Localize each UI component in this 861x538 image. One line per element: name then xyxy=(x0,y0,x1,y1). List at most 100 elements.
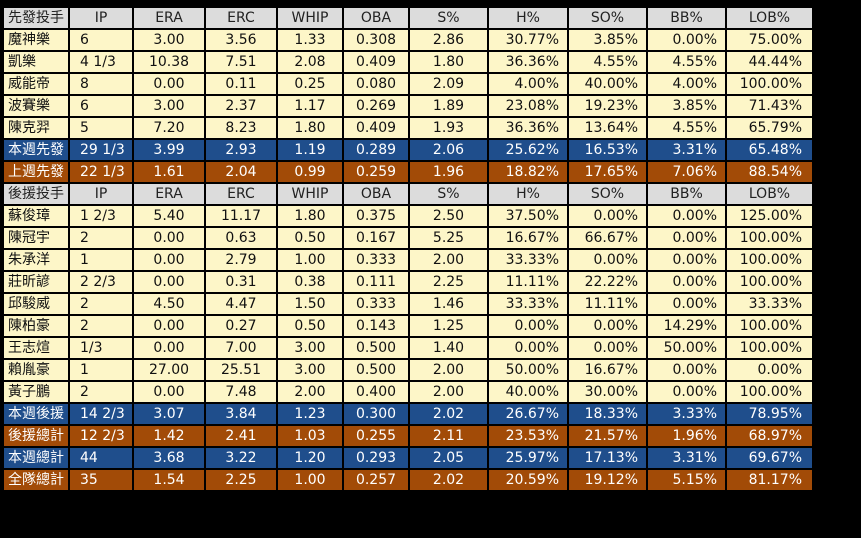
cell-lob-pct: 44.44% xyxy=(727,52,812,72)
cell-era: 0.00 xyxy=(134,250,204,270)
relievers-season-total-row: 後援總計 12 2/3 1.42 2.41 1.03 0.255 2.11 23.53% 21.… xyxy=(4,426,812,446)
cell-era: 0.00 xyxy=(134,74,204,94)
cell-so-pct: 13.64% xyxy=(569,118,646,138)
total-label: 本週後援 xyxy=(4,404,68,424)
cell-era: 10.38 xyxy=(134,52,204,72)
cell-era: 1.54 xyxy=(134,470,204,490)
cell-lob-pct: 69.67% xyxy=(727,448,812,468)
cell-erc: 0.27 xyxy=(206,316,276,336)
cell-s-pct: 2.11 xyxy=(410,426,487,446)
total-label: 全隊總計 xyxy=(4,470,68,490)
cell-era: 4.50 xyxy=(134,294,204,314)
cell-oba: 0.080 xyxy=(344,74,408,94)
cell-era: 3.68 xyxy=(134,448,204,468)
cell-oba: 0.500 xyxy=(344,360,408,380)
cell-s-pct: 1.40 xyxy=(410,338,487,358)
column-header-so-pct: SO% xyxy=(569,184,646,204)
column-header-h-pct: H% xyxy=(489,184,567,204)
column-header-oba: OBA xyxy=(344,8,408,28)
cell-lob-pct: 71.43% xyxy=(727,96,812,116)
reliever-row: 黃子鵬 2 0.00 7.48 2.00 0.400 2.00 40.00% 30.00% 0.0… xyxy=(4,382,812,402)
starter-row: 凱樂 4 1/3 10.38 7.51 2.08 0.409 1.80 36.36% 4.55%… xyxy=(4,52,812,72)
cell-erc: 25.51 xyxy=(206,360,276,380)
cell-so-pct: 19.23% xyxy=(569,96,646,116)
cell-lob-pct: 100.00% xyxy=(727,74,812,94)
cell-oba: 0.293 xyxy=(344,448,408,468)
cell-erc: 2.37 xyxy=(206,96,276,116)
cell-s-pct: 1.25 xyxy=(410,316,487,336)
cell-erc: 2.41 xyxy=(206,426,276,446)
cell-h-pct: 11.11% xyxy=(489,272,567,292)
column-header-lob-pct: LOB% xyxy=(727,8,812,28)
cell-era: 1.61 xyxy=(134,162,204,182)
reliever-row: 賴胤豪 1 27.00 25.51 3.00 0.500 2.00 50.00% 16.67% 0… xyxy=(4,360,812,380)
cell-bb-pct: 4.55% xyxy=(648,52,725,72)
cell-oba: 0.143 xyxy=(344,316,408,336)
total-label: 本週總計 xyxy=(4,448,68,468)
cell-lob-pct: 88.54% xyxy=(727,162,812,182)
week-total-row: 本週總計 44 3.68 3.22 1.20 0.293 2.05 25.97% 17.13% 3… xyxy=(4,448,812,468)
cell-ip: 1 xyxy=(70,250,132,270)
cell-erc: 2.93 xyxy=(206,140,276,160)
cell-era: 7.20 xyxy=(134,118,204,138)
cell-h-pct: 30.77% xyxy=(489,30,567,50)
cell-erc: 7.51 xyxy=(206,52,276,72)
cell-s-pct: 1.96 xyxy=(410,162,487,182)
cell-whip: 1.00 xyxy=(278,470,342,490)
pitcher-name: 蘇俊璋 xyxy=(4,206,68,226)
column-header-h-pct: H% xyxy=(489,8,567,28)
cell-ip: 29 1/3 xyxy=(70,140,132,160)
cell-so-pct: 0.00% xyxy=(569,338,646,358)
cell-erc: 4.47 xyxy=(206,294,276,314)
reliever-row: 朱承洋 1 0.00 2.79 1.00 0.333 2.00 33.33% 0.00% 0.00… xyxy=(4,250,812,270)
cell-erc: 2.04 xyxy=(206,162,276,182)
reliever-row: 陳冠宇 2 0.00 0.63 0.50 0.167 5.25 16.67% 66.67% 0.0… xyxy=(4,228,812,248)
cell-ip: 35 xyxy=(70,470,132,490)
cell-s-pct: 2.09 xyxy=(410,74,487,94)
pitcher-name: 朱承洋 xyxy=(4,250,68,270)
cell-s-pct: 1.93 xyxy=(410,118,487,138)
cell-bb-pct: 4.00% xyxy=(648,74,725,94)
cell-bb-pct: 0.00% xyxy=(648,250,725,270)
cell-whip: 2.00 xyxy=(278,382,342,402)
pitcher-name: 凱樂 xyxy=(4,52,68,72)
relievers-week-total-row: 本週後援 14 2/3 3.07 3.84 1.23 0.300 2.02 26.67% 18.… xyxy=(4,404,812,424)
pitcher-name: 陳冠宇 xyxy=(4,228,68,248)
cell-oba: 0.167 xyxy=(344,228,408,248)
cell-erc: 2.25 xyxy=(206,470,276,490)
cell-bb-pct: 5.15% xyxy=(648,470,725,490)
cell-oba: 0.300 xyxy=(344,404,408,424)
cell-h-pct: 18.82% xyxy=(489,162,567,182)
column-header-so-pct: SO% xyxy=(569,8,646,28)
column-header-oba: OBA xyxy=(344,184,408,204)
pitcher-name: 威能帝 xyxy=(4,74,68,94)
cell-oba: 0.500 xyxy=(344,338,408,358)
cell-ip: 8 xyxy=(70,74,132,94)
cell-h-pct: 25.62% xyxy=(489,140,567,160)
column-header-s-pct: S% xyxy=(410,184,487,204)
cell-lob-pct: 65.79% xyxy=(727,118,812,138)
column-header-erc: ERC xyxy=(206,8,276,28)
cell-lob-pct: 100.00% xyxy=(727,316,812,336)
cell-oba: 0.259 xyxy=(344,162,408,182)
cell-so-pct: 17.13% xyxy=(569,448,646,468)
cell-oba: 0.111 xyxy=(344,272,408,292)
cell-h-pct: 0.00% xyxy=(489,338,567,358)
cell-h-pct: 23.53% xyxy=(489,426,567,446)
column-header-bb-pct: BB% xyxy=(648,8,725,28)
pitcher-name: 賴胤豪 xyxy=(4,360,68,380)
cell-so-pct: 0.00% xyxy=(569,250,646,270)
cell-whip: 0.50 xyxy=(278,316,342,336)
reliever-row: 邱駿威 2 4.50 4.47 1.50 0.333 1.46 33.33% 11.11% 0.0… xyxy=(4,294,812,314)
cell-bb-pct: 3.85% xyxy=(648,96,725,116)
cell-s-pct: 2.02 xyxy=(410,404,487,424)
cell-so-pct: 21.57% xyxy=(569,426,646,446)
cell-erc: 11.17 xyxy=(206,206,276,226)
cell-era: 0.00 xyxy=(134,338,204,358)
cell-h-pct: 16.67% xyxy=(489,228,567,248)
cell-ip: 2 xyxy=(70,316,132,336)
cell-erc: 3.22 xyxy=(206,448,276,468)
cell-so-pct: 40.00% xyxy=(569,74,646,94)
cell-ip: 2 xyxy=(70,228,132,248)
